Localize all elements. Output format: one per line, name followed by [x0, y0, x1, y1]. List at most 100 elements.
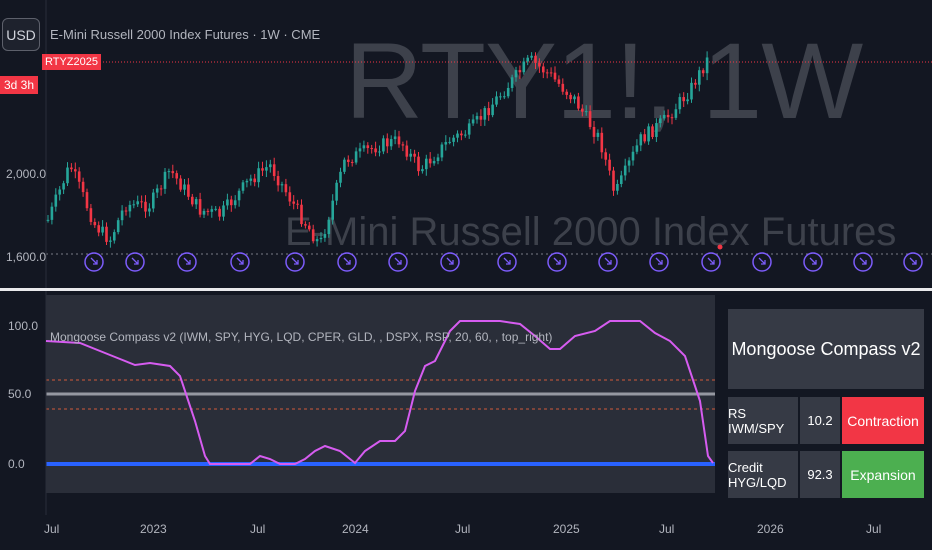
candle-body	[631, 151, 635, 161]
event-marker-icon	[547, 252, 567, 272]
candle-body	[128, 204, 132, 212]
event-marker-arrow	[859, 257, 867, 265]
event-marker-icon	[649, 252, 669, 272]
candle-body	[639, 134, 643, 146]
candle-body	[167, 171, 171, 173]
candle-body	[66, 167, 69, 184]
table-title: Mongoose Compass v2	[728, 309, 924, 389]
candle-body	[323, 234, 327, 238]
candle-body	[210, 209, 214, 212]
candle-body	[296, 203, 299, 205]
candle-body	[148, 208, 151, 212]
price-pane[interactable]: RTY1!, 1W E-Mini Russell 2000 Index Futu…	[0, 0, 932, 288]
candle-body	[276, 176, 280, 186]
candle-body	[690, 82, 693, 100]
candle-body	[191, 196, 194, 205]
candle-body	[581, 108, 584, 112]
candle-body	[206, 210, 210, 212]
candle-body	[288, 192, 292, 202]
candle-body	[362, 145, 366, 149]
candle-body	[584, 111, 588, 113]
event-marker-arrow	[394, 257, 402, 265]
candle-body	[241, 182, 245, 191]
candle-body	[198, 199, 202, 215]
candle-body	[159, 188, 163, 190]
candle-body	[678, 97, 682, 110]
candle-body	[194, 199, 198, 205]
event-marker-icon	[497, 252, 517, 272]
candle-body	[389, 139, 393, 147]
candle-body	[171, 171, 175, 174]
table-row-credit: Credit HYG/LQD 92.3 Expansion	[728, 451, 924, 498]
candle-body	[674, 109, 678, 118]
candle-body	[483, 108, 487, 120]
candle-body	[701, 70, 705, 74]
candle-body	[109, 240, 112, 242]
indicator-chart[interactable]	[0, 291, 932, 515]
candle-body	[397, 136, 401, 145]
indicator-legend[interactable]: Mongoose Compass v2 (IWM, SPY, HYG, LQD,…	[50, 330, 553, 344]
candle-body	[421, 169, 424, 172]
currency-button[interactable]: USD	[2, 18, 40, 51]
candle-body	[417, 156, 420, 172]
event-marker-arrow	[183, 257, 191, 265]
table-row-rs: RS IWM/SPY 10.2 Contraction	[728, 397, 924, 444]
price-chart[interactable]	[0, 0, 932, 288]
pane-divider[interactable]	[0, 288, 932, 291]
candle-body	[647, 126, 650, 142]
event-marker-arrow	[553, 257, 561, 265]
time-axis[interactable]: Jul 2023 Jul 2024 Jul 2025 Jul 2026 Jul	[0, 515, 932, 550]
event-marker-icon	[598, 252, 618, 272]
candle-body	[682, 97, 685, 102]
candle-body	[237, 190, 241, 201]
candle-body	[140, 201, 143, 203]
candle-body	[386, 138, 389, 147]
candle-body	[218, 208, 221, 217]
time-label: Jul	[866, 522, 882, 536]
candle-body	[382, 138, 385, 152]
event-marker-arrow	[604, 257, 612, 265]
last-event-dot	[717, 244, 723, 250]
event-marker-arrow	[809, 257, 817, 265]
candle-body	[565, 91, 568, 95]
candle-body	[620, 175, 623, 185]
event-marker-icon	[285, 252, 305, 272]
candle-body	[347, 159, 350, 162]
candle-body	[612, 170, 615, 191]
price-label-2000: 2,000.0	[6, 167, 47, 181]
candle-body	[265, 167, 268, 171]
bar-countdown-badge: 3d 3h	[0, 76, 38, 94]
candle-body	[518, 70, 522, 73]
candle-body	[561, 83, 565, 92]
candle-body	[253, 178, 256, 183]
candle-body	[600, 132, 604, 153]
candle-body	[479, 116, 483, 120]
candle-body	[651, 126, 654, 137]
candle-body	[542, 66, 545, 73]
event-marker-arrow	[758, 257, 766, 265]
candle-body	[183, 184, 186, 190]
candle-body	[113, 232, 116, 241]
candle-body	[62, 183, 65, 190]
candle-body	[499, 96, 502, 98]
event-marker-icon	[230, 252, 250, 272]
candle-body	[393, 136, 397, 140]
candle-body	[292, 201, 295, 204]
event-marker-arrow	[446, 257, 454, 265]
candle-body	[553, 72, 557, 80]
symbol-title[interactable]: E-Mini Russell 2000 Index Futures · 1W ·…	[50, 27, 321, 42]
candle-body	[694, 82, 697, 85]
ind-axis-0: 0.0	[8, 457, 25, 471]
event-marker-icon	[337, 252, 357, 272]
candle-body	[46, 219, 50, 221]
candle-body	[413, 153, 416, 157]
candle-body	[175, 173, 178, 179]
candle-body	[300, 204, 303, 225]
candle-body	[163, 171, 167, 189]
candle-body	[230, 199, 233, 206]
candle-body	[331, 200, 334, 220]
candle-body	[623, 165, 627, 176]
candle-body	[471, 119, 475, 124]
candle-body	[124, 210, 128, 212]
candle-body	[487, 108, 490, 116]
